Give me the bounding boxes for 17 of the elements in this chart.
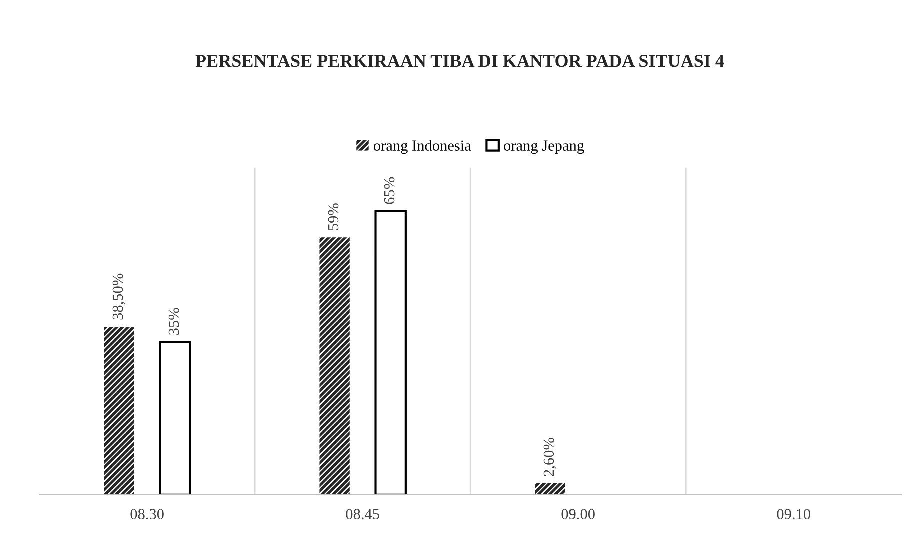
x-tick-label: 09.10 [777, 509, 810, 520]
data-label: 65% [384, 177, 395, 204]
bar [320, 238, 350, 495]
legend-label: orang Jepang [504, 140, 584, 154]
x-tick-label: 08.45 [346, 509, 380, 520]
x-tick-label: 08.30 [130, 509, 164, 520]
chart-title: PERSENTASE PERKIRAAN TIBA DI KANTOR PADA SITUASI 4 [196, 55, 724, 68]
x-tick-label: 09.00 [562, 509, 595, 520]
bar [104, 327, 134, 495]
data-label: 35% [168, 308, 180, 335]
bar [535, 484, 566, 495]
data-label: 38,50% [112, 274, 126, 320]
data-label: 59% [328, 204, 339, 230]
bar [374, 210, 407, 495]
data-label: 2,60% [544, 438, 556, 476]
bar [159, 341, 192, 495]
legend-label: orang Indonesia [374, 140, 472, 154]
